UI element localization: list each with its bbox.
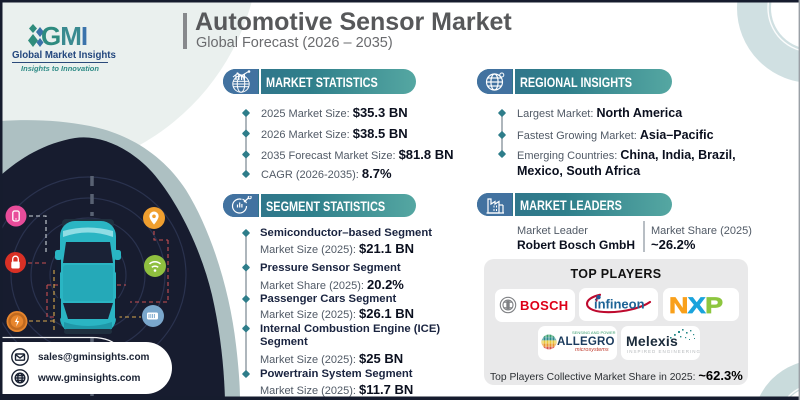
svg-text:infineon: infineon (594, 297, 645, 312)
